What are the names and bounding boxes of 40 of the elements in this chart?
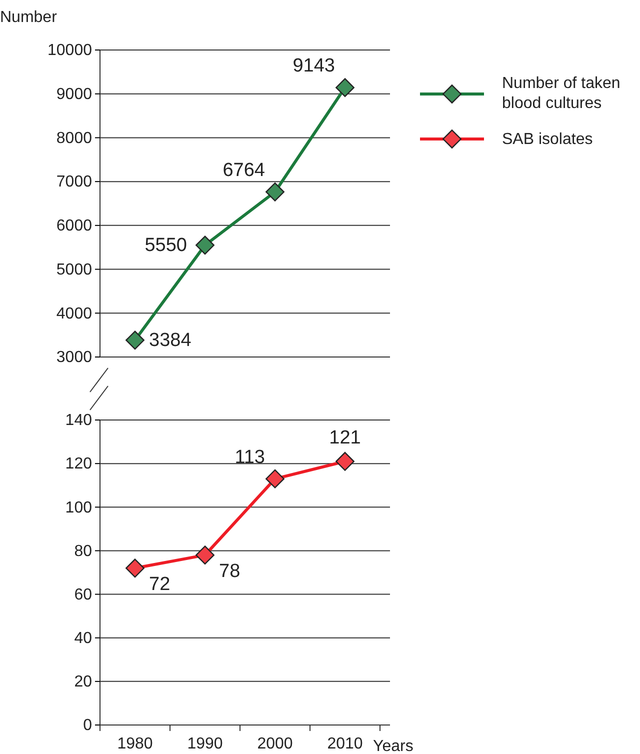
data-label: 121 (329, 427, 361, 448)
y-tick-label: 0 (83, 717, 92, 734)
legend-label: SAB isolates (502, 131, 593, 148)
data-label: 9143 (292, 56, 335, 77)
y-tick-label: 5000 (56, 261, 92, 278)
point (266, 182, 284, 202)
y-tick-label: 9000 (56, 86, 92, 103)
data-label: 5550 (144, 235, 187, 256)
point (336, 78, 354, 98)
x-tick-label: 1980 (117, 735, 153, 752)
point (196, 546, 214, 565)
y-tick-label: 8000 (56, 130, 92, 147)
y-tick-label: 7000 (56, 174, 92, 191)
x-axis-title: Years (373, 738, 414, 754)
y-tick-label: 4000 (56, 305, 92, 322)
y-tick-label: 20 (74, 674, 92, 691)
x-tick-label: 1990 (187, 735, 223, 752)
y-tick-label: 60 (74, 586, 92, 604)
y-tick-label: 3000 (56, 349, 92, 366)
y-tick-label: 120 (65, 456, 92, 473)
data-label: 78 (219, 561, 240, 582)
point (126, 558, 144, 578)
data-label: 3384 (149, 330, 192, 352)
y-tick-label: 10000 (48, 42, 92, 60)
x-tick-label: 2010 (327, 735, 363, 752)
y-tick-label: 40 (74, 630, 92, 647)
point (196, 236, 214, 255)
y-axis-title: Number (0, 9, 58, 26)
data-label: 6764 (222, 160, 266, 181)
point (336, 452, 354, 471)
y-tick-label: 6000 (56, 218, 92, 235)
data-label: 72 (149, 574, 170, 596)
point (266, 469, 284, 488)
data-label: 113 (234, 446, 265, 468)
x-tick-label: 2000 (257, 735, 293, 752)
y-tick-label: 140 (65, 412, 92, 430)
y-tick-label: 80 (74, 542, 92, 560)
point (126, 330, 144, 350)
y-tick-label: 100 (65, 499, 92, 516)
legend-label: Number of taken blood cultures (502, 75, 620, 112)
